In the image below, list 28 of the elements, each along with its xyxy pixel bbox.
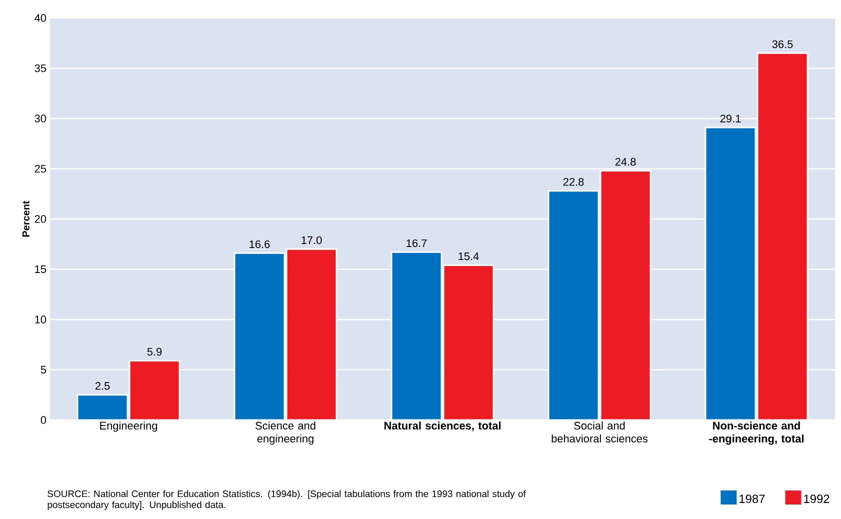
data-label: 2.5 (95, 382, 110, 390)
y-tick-label: 35 (34, 64, 46, 72)
x-tick-label: Natural sciences, total (384, 422, 500, 432)
source-note: SOURCE: National Center for Education Statistics. (1994b). [Special tabulations from the 1993 national study of postsecondary faculty]. Unpublished data. (48, 490, 526, 510)
y-tick-label: 5 (40, 366, 46, 374)
y-tick-label: 15 (35, 265, 46, 274)
data-label: 16.6 (250, 240, 270, 248)
data-label: 17.0 (302, 236, 322, 244)
data-label: 24.8 (615, 158, 636, 166)
y-tick-label: 40 (34, 14, 46, 22)
x-tick-label: Social and behavioral sciences (552, 422, 648, 443)
data-label: 5.9 (147, 348, 162, 356)
legend-label: 1987 (740, 494, 765, 504)
legend-label: 1992 (804, 494, 830, 504)
data-label: 16.7 (406, 239, 427, 248)
y-tick-label: 20 (34, 215, 46, 223)
x-tick-label: Engineering (100, 422, 158, 432)
y-tick-label: 25 (34, 164, 46, 173)
y-tick-label: 30 (34, 114, 46, 122)
data-label: 36.5 (772, 40, 793, 48)
x-tick-label: Science and engineering (256, 422, 316, 445)
x-tick-label: Non-science and -engineering, total (709, 422, 804, 445)
y-tick-label: 0 (40, 416, 46, 424)
y-tick-label: 10 (35, 316, 46, 324)
data-label: 22.8 (563, 178, 584, 186)
y-axis-title: Percent (22, 200, 30, 237)
data-label: 29.1 (720, 114, 741, 122)
data-label: 15.4 (458, 252, 479, 260)
